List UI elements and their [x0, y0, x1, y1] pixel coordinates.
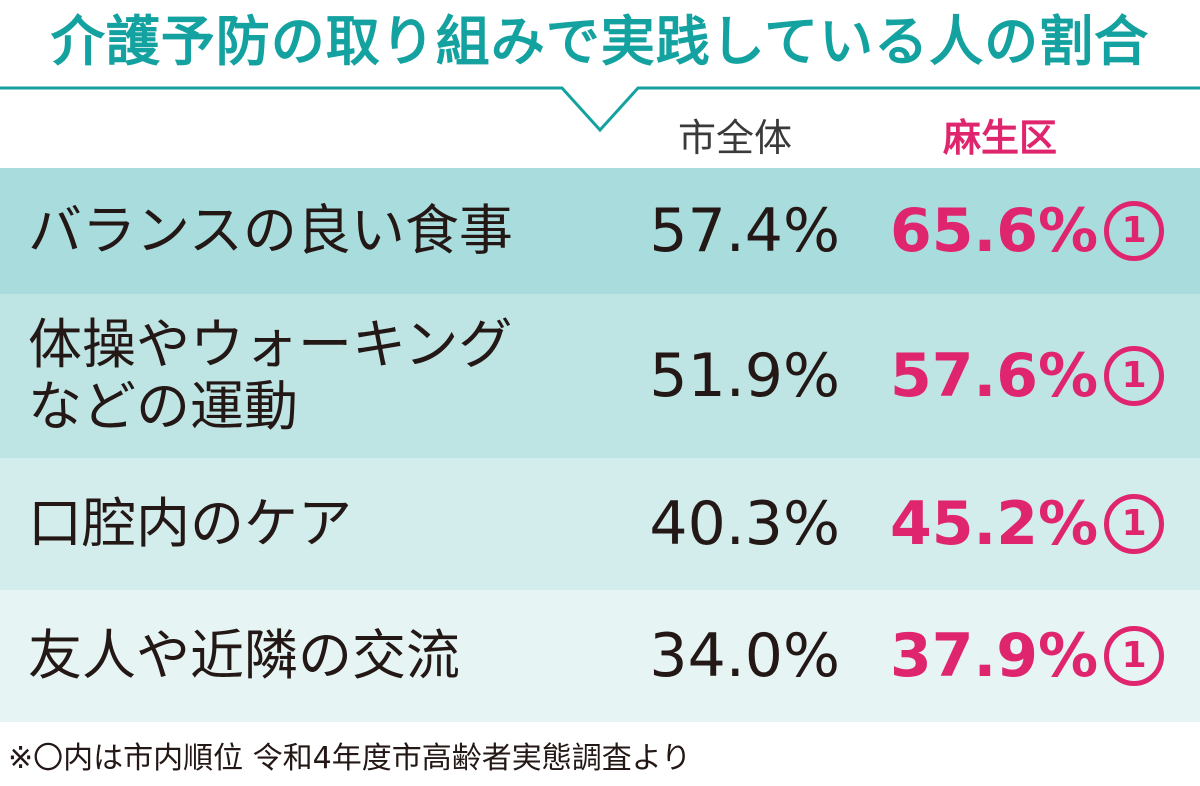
rank-badge: 1 — [1104, 494, 1165, 554]
city-value: 51.9% — [649, 341, 840, 411]
city-value: 34.0% — [649, 621, 840, 691]
asao-cell: 45.2% 1 — [890, 458, 1190, 590]
table-row: 体操やウォーキング などの運動 51.9% 57.6% 1 — [0, 294, 1200, 458]
chart-title: 介護予防の取り組みで実践している人の割合 — [50, 10, 1150, 73]
asao-value: 37.9% — [890, 621, 1099, 691]
asao-cell: 37.9% 1 — [890, 590, 1190, 722]
city-value: 57.4% — [649, 196, 840, 266]
asao-value: 65.6% — [890, 196, 1099, 266]
rank-badge: 1 — [1104, 346, 1165, 406]
row-label: バランスの良い食事 — [28, 199, 513, 262]
column-header-asao: 麻生区 — [942, 116, 1057, 160]
asao-value: 57.6% — [890, 341, 1099, 411]
row-label: 口腔内のケア — [28, 492, 352, 555]
column-header-city: 市全体 — [677, 116, 792, 160]
rank-badge: 1 — [1104, 201, 1165, 261]
asao-value: 45.2% — [890, 489, 1099, 559]
footnote: ※〇内は市内順位 令和4年度市高齢者実態調査より — [8, 741, 692, 776]
rank-badge: 1 — [1104, 626, 1165, 686]
row-label: 友人や近隣の交流 — [28, 624, 460, 687]
title-divider — [0, 86, 1200, 133]
row-label: 体操やウォーキング などの運動 — [28, 313, 513, 438]
asao-cell: 57.6% 1 — [890, 294, 1190, 458]
table-row: 口腔内のケア 40.3% 45.2% 1 — [0, 458, 1200, 590]
table-row: 友人や近隣の交流 34.0% 37.9% 1 — [0, 590, 1200, 722]
asao-cell: 65.6% 1 — [890, 168, 1190, 294]
table-row: バランスの良い食事 57.4% 65.6% 1 — [0, 168, 1200, 294]
city-value: 40.3% — [649, 489, 840, 559]
